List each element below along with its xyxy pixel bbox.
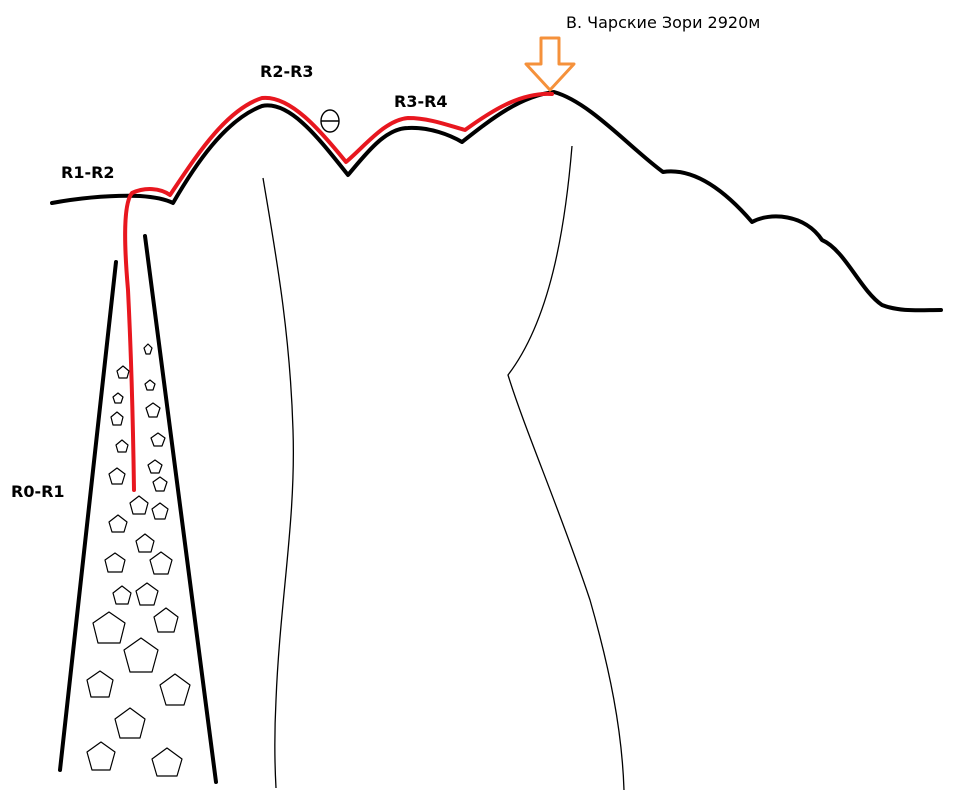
rock (144, 379, 156, 391)
summit-label: В. Чарские Зори 2920м (566, 13, 760, 32)
rock (112, 585, 132, 605)
rock (104, 552, 126, 573)
rock (116, 365, 130, 379)
rock (110, 411, 124, 426)
rock (86, 741, 116, 771)
rock (123, 637, 159, 673)
couloir-right-wall (143, 234, 218, 784)
rock (92, 611, 126, 644)
rock (86, 670, 114, 698)
section-label-r2-r3: R2-R3 (260, 62, 314, 81)
rock (147, 459, 163, 474)
rock (129, 495, 149, 515)
rock (114, 707, 146, 739)
ridge-line (50, 90, 943, 313)
rock (151, 502, 169, 520)
rock (152, 476, 168, 492)
rock (145, 402, 161, 418)
rock (115, 439, 129, 453)
rock (153, 607, 179, 633)
face-line-left (262, 177, 294, 789)
rock (151, 747, 183, 777)
couloir-rocks (86, 343, 191, 777)
rock (112, 392, 124, 404)
rock (108, 514, 128, 533)
down-arrow-icon (524, 36, 576, 92)
rock (149, 551, 173, 575)
rock (108, 467, 126, 485)
rock (159, 673, 191, 706)
rock (135, 533, 155, 553)
rock (135, 582, 159, 606)
circle-minus-icon (320, 109, 340, 133)
section-label-r1-r2: R1-R2 (61, 163, 115, 182)
rock (150, 432, 166, 447)
route-line (123, 91, 554, 492)
rock (143, 343, 153, 355)
couloir-left-wall (58, 260, 118, 772)
face-line-right (507, 145, 625, 791)
section-label-r3-r4: R3-R4 (394, 92, 448, 111)
section-label-r0-r1: R0-R1 (11, 482, 65, 501)
